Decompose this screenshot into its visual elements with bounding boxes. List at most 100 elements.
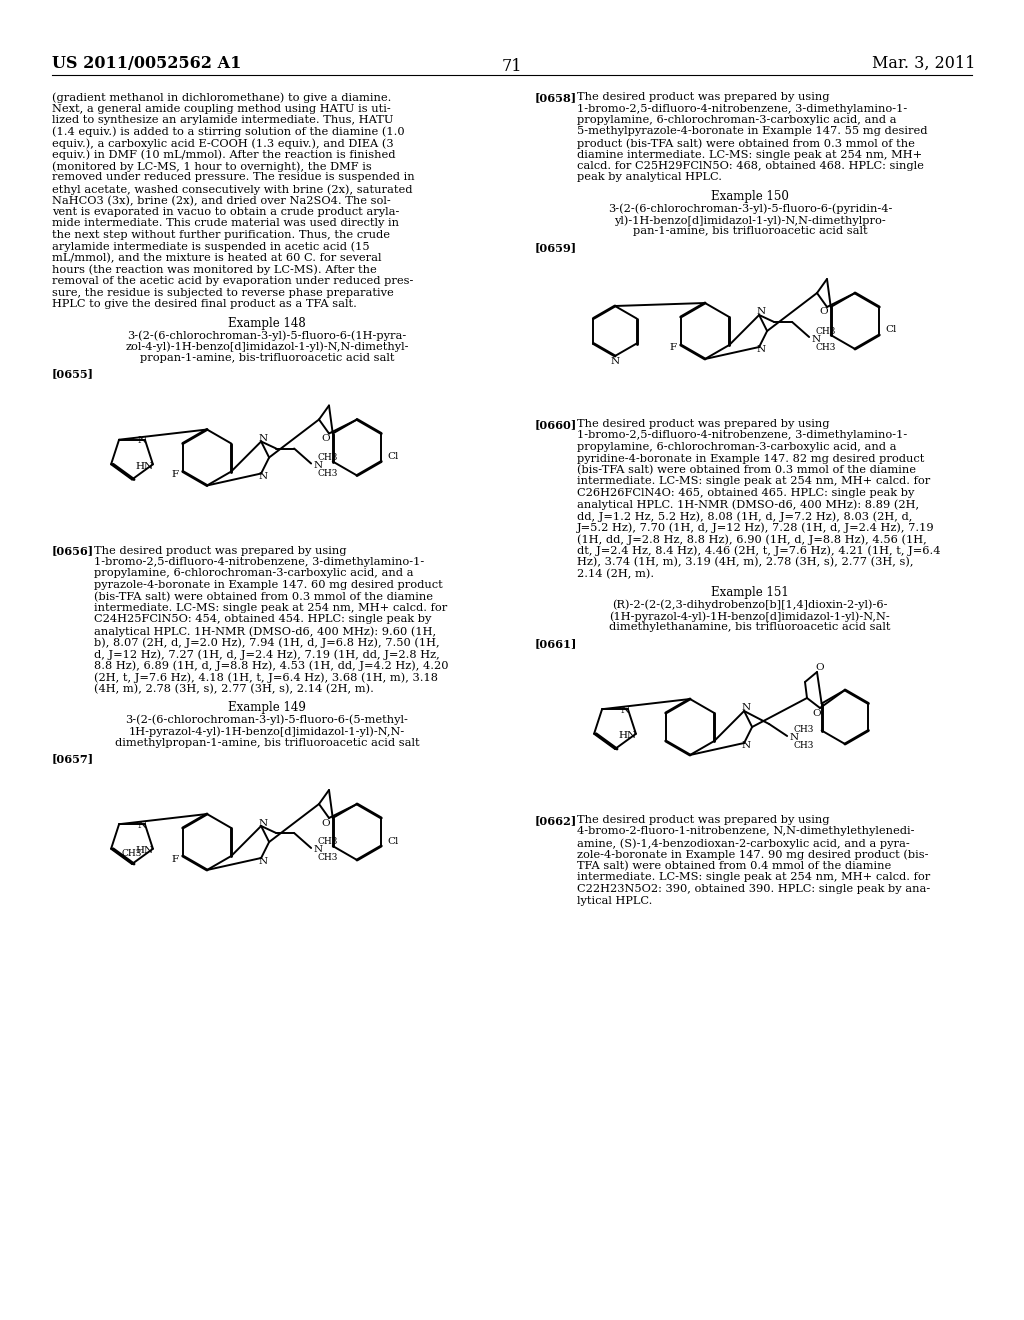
Text: Hz), 3.74 (1H, m), 3.19 (4H, m), 2.78 (3H, s), 2.77 (3H, s),: Hz), 3.74 (1H, m), 3.19 (4H, m), 2.78 (3… (577, 557, 913, 568)
Text: peak by analytical HPLC.: peak by analytical HPLC. (577, 173, 722, 182)
Text: O: O (322, 818, 331, 828)
Text: F: F (171, 470, 178, 479)
Text: [0655]: [0655] (52, 368, 94, 380)
Text: (bis-TFA salt) were obtained from 0.3 mmol of the diamine: (bis-TFA salt) were obtained from 0.3 mm… (94, 591, 433, 602)
Text: removed under reduced pressure. The residue is suspended in: removed under reduced pressure. The resi… (52, 173, 415, 182)
Text: Next, a general amide coupling method using HATU is uti-: Next, a general amide coupling method us… (52, 103, 391, 114)
Text: HN: HN (136, 462, 154, 471)
Text: dimethylethanamine, bis trifluoroacetic acid salt: dimethylethanamine, bis trifluoroacetic … (609, 623, 891, 632)
Text: CH3: CH3 (794, 742, 814, 751)
Text: dimethylpropan-1-amine, bis trifluoroacetic acid salt: dimethylpropan-1-amine, bis trifluoroace… (115, 738, 419, 747)
Text: F: F (171, 854, 178, 863)
Text: Example 151: Example 151 (711, 586, 788, 599)
Text: HPLC to give the desired final product as a TFA salt.: HPLC to give the desired final product a… (52, 300, 357, 309)
Text: [0657]: [0657] (52, 752, 94, 764)
Text: 3-(2-(6-chlorochroman-3-yl)-5-fluoro-6-(5-methyl-: 3-(2-(6-chlorochroman-3-yl)-5-fluoro-6-(… (126, 714, 409, 725)
Text: 1-bromo-2,5-difluoro-4-nitrobenzene, 3-dimethylamino-1-: 1-bromo-2,5-difluoro-4-nitrobenzene, 3-d… (94, 557, 424, 568)
Text: [0662]: [0662] (535, 814, 578, 826)
Text: J=5.2 Hz), 7.70 (1H, d, J=12 Hz), 7.28 (1H, d, J=2.4 Hz), 7.19: J=5.2 Hz), 7.70 (1H, d, J=12 Hz), 7.28 (… (577, 523, 935, 533)
Text: intermediate. LC-MS: single peak at 254 nm, MH+ calcd. for: intermediate. LC-MS: single peak at 254 … (577, 873, 930, 883)
Text: vent is evaporated in vacuo to obtain a crude product aryla-: vent is evaporated in vacuo to obtain a … (52, 207, 399, 216)
Text: C24H25FClN5O: 454, obtained 454. HPLC: single peak by: C24H25FClN5O: 454, obtained 454. HPLC: s… (94, 615, 431, 624)
Text: dd, J=1.2 Hz, 5.2 Hz), 8.08 (1H, d, J=7.2 Hz), 8.03 (2H, d,: dd, J=1.2 Hz, 5.2 Hz), 8.08 (1H, d, J=7.… (577, 511, 912, 521)
Text: N: N (259, 818, 267, 828)
Text: CH3: CH3 (317, 453, 338, 462)
Text: analytical HPLC. 1H-NMR (DMSO-d6, 400 MHz): 8.89 (2H,: analytical HPLC. 1H-NMR (DMSO-d6, 400 MH… (577, 499, 920, 510)
Text: N: N (741, 742, 751, 751)
Text: The desired product was prepared by using: The desired product was prepared by usin… (577, 92, 829, 102)
Text: pyridine-4-boronate in Example 147. 82 mg desired product: pyridine-4-boronate in Example 147. 82 m… (577, 454, 925, 463)
Text: 1-bromo-2,5-difluoro-4-nitrobenzene, 3-dimethylamino-1-: 1-bromo-2,5-difluoro-4-nitrobenzene, 3-d… (577, 430, 907, 441)
Text: [0658]: [0658] (535, 92, 578, 103)
Text: CH3: CH3 (794, 726, 814, 734)
Text: (bis-TFA salt) were obtained from 0.3 mmol of the diamine: (bis-TFA salt) were obtained from 0.3 mm… (577, 465, 916, 475)
Text: [0661]: [0661] (535, 638, 578, 649)
Text: N: N (313, 461, 323, 470)
Text: mL/mmol), and the mixture is heated at 60 C. for several: mL/mmol), and the mixture is heated at 6… (52, 253, 382, 264)
Text: zol-4-yl)-1H-benzo[d]imidazol-1-yl)-N,N-dimethyl-: zol-4-yl)-1H-benzo[d]imidazol-1-yl)-N,N-… (125, 342, 409, 352)
Text: propylamine, 6-chlorochroman-3-carboxylic acid, and a: propylamine, 6-chlorochroman-3-carboxyli… (94, 569, 414, 578)
Text: dt, J=2.4 Hz, 8.4 Hz), 4.46 (2H, t, J=7.6 Hz), 4.21 (1H, t, J=6.4: dt, J=2.4 Hz, 8.4 Hz), 4.46 (2H, t, J=7.… (577, 545, 940, 556)
Text: Example 150: Example 150 (711, 190, 788, 203)
Text: C22H23N5O2: 390, obtained 390. HPLC: single peak by ana-: C22H23N5O2: 390, obtained 390. HPLC: sin… (577, 884, 930, 894)
Text: Cl: Cl (886, 326, 897, 334)
Text: The desired product was prepared by using: The desired product was prepared by usin… (577, 418, 829, 429)
Text: 2.14 (2H, m).: 2.14 (2H, m). (577, 569, 654, 579)
Text: CH3: CH3 (122, 850, 142, 858)
Text: CH3: CH3 (317, 837, 338, 846)
Text: Cl: Cl (387, 451, 399, 461)
Text: (gradient methanol in dichloromethane) to give a diamine.: (gradient methanol in dichloromethane) t… (52, 92, 391, 103)
Text: analytical HPLC. 1H-NMR (DMSO-d6, 400 MHz): 9.60 (1H,: analytical HPLC. 1H-NMR (DMSO-d6, 400 MH… (94, 626, 436, 636)
Text: N: N (137, 436, 146, 445)
Text: hours (the reaction was monitored by LC-MS). After the: hours (the reaction was monitored by LC-… (52, 264, 377, 275)
Text: Mar. 3, 2011: Mar. 3, 2011 (871, 55, 975, 73)
Text: N: N (259, 473, 267, 480)
Text: (4H, m), 2.78 (3H, s), 2.77 (3H, s), 2.14 (2H, m).: (4H, m), 2.78 (3H, s), 2.77 (3H, s), 2.1… (94, 684, 374, 694)
Text: TFA salt) were obtained from 0.4 mmol of the diamine: TFA salt) were obtained from 0.4 mmol of… (577, 861, 891, 871)
Text: N: N (621, 706, 630, 714)
Text: N: N (790, 734, 799, 742)
Text: [0659]: [0659] (535, 242, 578, 253)
Text: b), 8.07 (2H, d, J=2.0 Hz), 7.94 (1H, d, J=6.8 Hz), 7.50 (1H,: b), 8.07 (2H, d, J=2.0 Hz), 7.94 (1H, d,… (94, 638, 439, 648)
Text: N: N (137, 821, 146, 830)
Text: intermediate. LC-MS: single peak at 254 nm, MH+ calcd. for: intermediate. LC-MS: single peak at 254 … (577, 477, 930, 487)
Text: 1-bromo-2,5-difluoro-4-nitrobenzene, 3-dimethylamino-1-: 1-bromo-2,5-difluoro-4-nitrobenzene, 3-d… (577, 103, 907, 114)
Text: lized to synthesize an arylamide intermediate. Thus, HATU: lized to synthesize an arylamide interme… (52, 115, 393, 125)
Text: NaHCO3 (3x), brine (2x), and dried over Na2SO4. The sol-: NaHCO3 (3x), brine (2x), and dried over … (52, 195, 391, 206)
Text: [0660]: [0660] (535, 418, 578, 430)
Text: CH3: CH3 (317, 469, 338, 478)
Text: lytical HPLC.: lytical HPLC. (577, 895, 652, 906)
Text: 71: 71 (502, 58, 522, 75)
Text: diamine intermediate. LC-MS: single peak at 254 nm, MH+: diamine intermediate. LC-MS: single peak… (577, 149, 923, 160)
Text: HN: HN (136, 846, 154, 855)
Text: CH3: CH3 (317, 854, 338, 862)
Text: equiv.), a carboxylic acid E-COOH (1.3 equiv.), and DIEA (3: equiv.), a carboxylic acid E-COOH (1.3 e… (52, 139, 393, 149)
Text: calcd. for C25H29FClN5O: 468, obtained 468. HPLC: single: calcd. for C25H29FClN5O: 468, obtained 4… (577, 161, 924, 172)
Text: ethyl acetate, washed consecutively with brine (2x), saturated: ethyl acetate, washed consecutively with… (52, 183, 413, 194)
Text: The desired product was prepared by using: The desired product was prepared by usin… (94, 545, 346, 556)
Text: (2H, t, J=7.6 Hz), 4.18 (1H, t, J=6.4 Hz), 3.68 (1H, m), 3.18: (2H, t, J=7.6 Hz), 4.18 (1H, t, J=6.4 Hz… (94, 672, 438, 682)
Text: N: N (313, 846, 323, 854)
Text: propylamine, 6-chlorochroman-3-carboxylic acid, and a: propylamine, 6-chlorochroman-3-carboxyli… (577, 115, 896, 125)
Text: mide intermediate. This crude material was used directly in: mide intermediate. This crude material w… (52, 219, 399, 228)
Text: product (bis-TFA salt) were obtained from 0.3 mmol of the: product (bis-TFA salt) were obtained fro… (577, 139, 914, 149)
Text: N: N (259, 857, 267, 866)
Text: CH3: CH3 (816, 326, 837, 335)
Text: 5-methylpyrazole-4-boronate in Example 147. 55 mg desired: 5-methylpyrazole-4-boronate in Example 1… (577, 127, 928, 136)
Text: (1H, dd, J=2.8 Hz, 8.8 Hz), 6.90 (1H, d, J=8.8 Hz), 4.56 (1H,: (1H, dd, J=2.8 Hz, 8.8 Hz), 6.90 (1H, d,… (577, 535, 927, 545)
Text: removal of the acetic acid by evaporation under reduced pres-: removal of the acetic acid by evaporatio… (52, 276, 414, 286)
Text: N: N (610, 356, 620, 366)
Text: N: N (259, 434, 267, 444)
Text: amine, (S)-1,4-benzodioxan-2-carboxylic acid, and a pyra-: amine, (S)-1,4-benzodioxan-2-carboxylic … (577, 838, 909, 849)
Text: O: O (816, 663, 824, 672)
Text: US 2011/0052562 A1: US 2011/0052562 A1 (52, 55, 242, 73)
Text: 3-(2-(6-chlorochroman-3-yl)-5-fluoro-6-(1H-pyra-: 3-(2-(6-chlorochroman-3-yl)-5-fluoro-6-(… (127, 330, 407, 341)
Text: the next step without further purification. Thus, the crude: the next step without further purificati… (52, 230, 390, 240)
Text: intermediate. LC-MS: single peak at 254 nm, MH+ calcd. for: intermediate. LC-MS: single peak at 254 … (94, 603, 447, 612)
Text: pyrazole-4-boronate in Example 147. 60 mg desired product: pyrazole-4-boronate in Example 147. 60 m… (94, 579, 442, 590)
Text: N: N (757, 346, 766, 355)
Text: 8.8 Hz), 6.89 (1H, d, J=8.8 Hz), 4.53 (1H, dd, J=4.2 Hz), 4.20: 8.8 Hz), 6.89 (1H, d, J=8.8 Hz), 4.53 (1… (94, 660, 449, 671)
Text: Cl: Cl (387, 837, 399, 846)
Text: yl)-1H-benzo[d]imidazol-1-yl)-N,N-dimethylpro-: yl)-1H-benzo[d]imidazol-1-yl)-N,N-dimeth… (614, 215, 886, 226)
Text: N: N (812, 334, 820, 343)
